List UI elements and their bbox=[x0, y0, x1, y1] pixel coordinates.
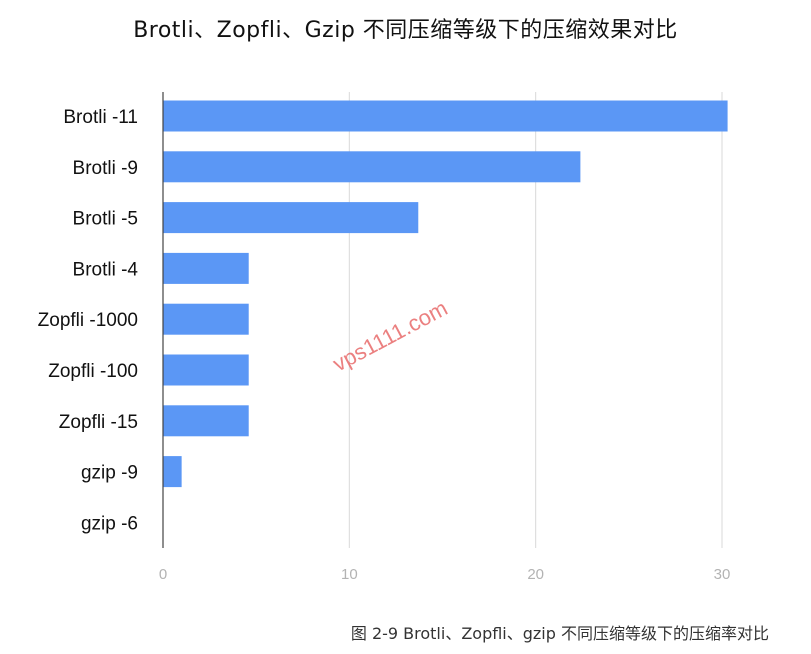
bar bbox=[163, 405, 249, 437]
bars bbox=[163, 100, 728, 488]
bar bbox=[163, 354, 249, 386]
bar bbox=[163, 456, 182, 488]
bar bbox=[163, 252, 249, 284]
bar bbox=[163, 303, 249, 335]
x-tick-label: 30 bbox=[714, 566, 731, 583]
figure-caption: 图 2-9 Brotli、Zopfli、gzip 不同压缩等级下的压缩率对比 bbox=[350, 624, 769, 643]
bar bbox=[163, 100, 728, 132]
category-label: Zopfli -100 bbox=[48, 361, 138, 382]
category-label: Brotli -11 bbox=[63, 107, 138, 128]
category-label: Brotli -5 bbox=[73, 209, 138, 230]
category-label: gzip -6 bbox=[81, 513, 138, 534]
bar bbox=[163, 151, 581, 183]
x-tick-label: 10 bbox=[341, 566, 358, 583]
bar bbox=[163, 202, 419, 234]
category-labels: Brotli -11 Brotli -9 Brotli -5 Brotli -4 Zop… bbox=[38, 107, 139, 534]
watermark: vps1111.com bbox=[329, 295, 452, 376]
chart-title: Brotli、Zopfli、Gzip 不同压缩等级下的压缩效果对比 bbox=[133, 18, 678, 43]
category-label: Zopfli -1000 bbox=[38, 310, 138, 331]
x-tick-label: 0 bbox=[159, 566, 167, 583]
category-label: Brotli -4 bbox=[73, 259, 139, 280]
category-label: Zopfli -15 bbox=[59, 412, 138, 433]
x-tick-labels: 0 10 20 30 bbox=[159, 566, 731, 583]
category-label: gzip -9 bbox=[81, 463, 138, 484]
x-tick-label: 20 bbox=[527, 566, 544, 583]
category-label: Brotli -9 bbox=[73, 158, 138, 179]
